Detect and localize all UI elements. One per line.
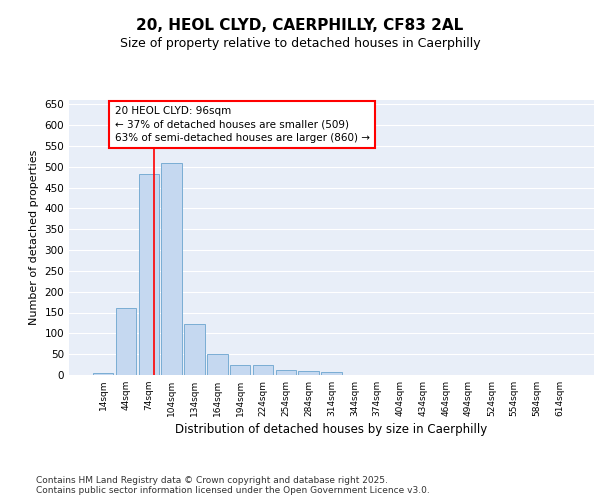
Bar bbox=[161, 162, 182, 375]
Text: 20 HEOL CLYD: 96sqm
← 37% of detached houses are smaller (509)
63% of semi-detac: 20 HEOL CLYD: 96sqm ← 37% of detached ho… bbox=[115, 106, 370, 142]
Bar bbox=[230, 364, 250, 375]
Bar bbox=[93, 373, 113, 375]
Bar bbox=[275, 370, 296, 375]
Text: Contains HM Land Registry data © Crown copyright and database right 2025.
Contai: Contains HM Land Registry data © Crown c… bbox=[36, 476, 430, 495]
Text: Size of property relative to detached houses in Caerphilly: Size of property relative to detached ho… bbox=[119, 38, 481, 51]
X-axis label: Distribution of detached houses by size in Caerphilly: Distribution of detached houses by size … bbox=[175, 423, 488, 436]
Bar bbox=[116, 308, 136, 375]
Y-axis label: Number of detached properties: Number of detached properties bbox=[29, 150, 39, 325]
Bar bbox=[321, 372, 342, 375]
Bar bbox=[139, 174, 159, 375]
Bar bbox=[184, 324, 205, 375]
Bar bbox=[298, 371, 319, 375]
Text: 20, HEOL CLYD, CAERPHILLY, CF83 2AL: 20, HEOL CLYD, CAERPHILLY, CF83 2AL bbox=[136, 18, 464, 32]
Bar bbox=[207, 354, 227, 375]
Bar bbox=[253, 364, 273, 375]
